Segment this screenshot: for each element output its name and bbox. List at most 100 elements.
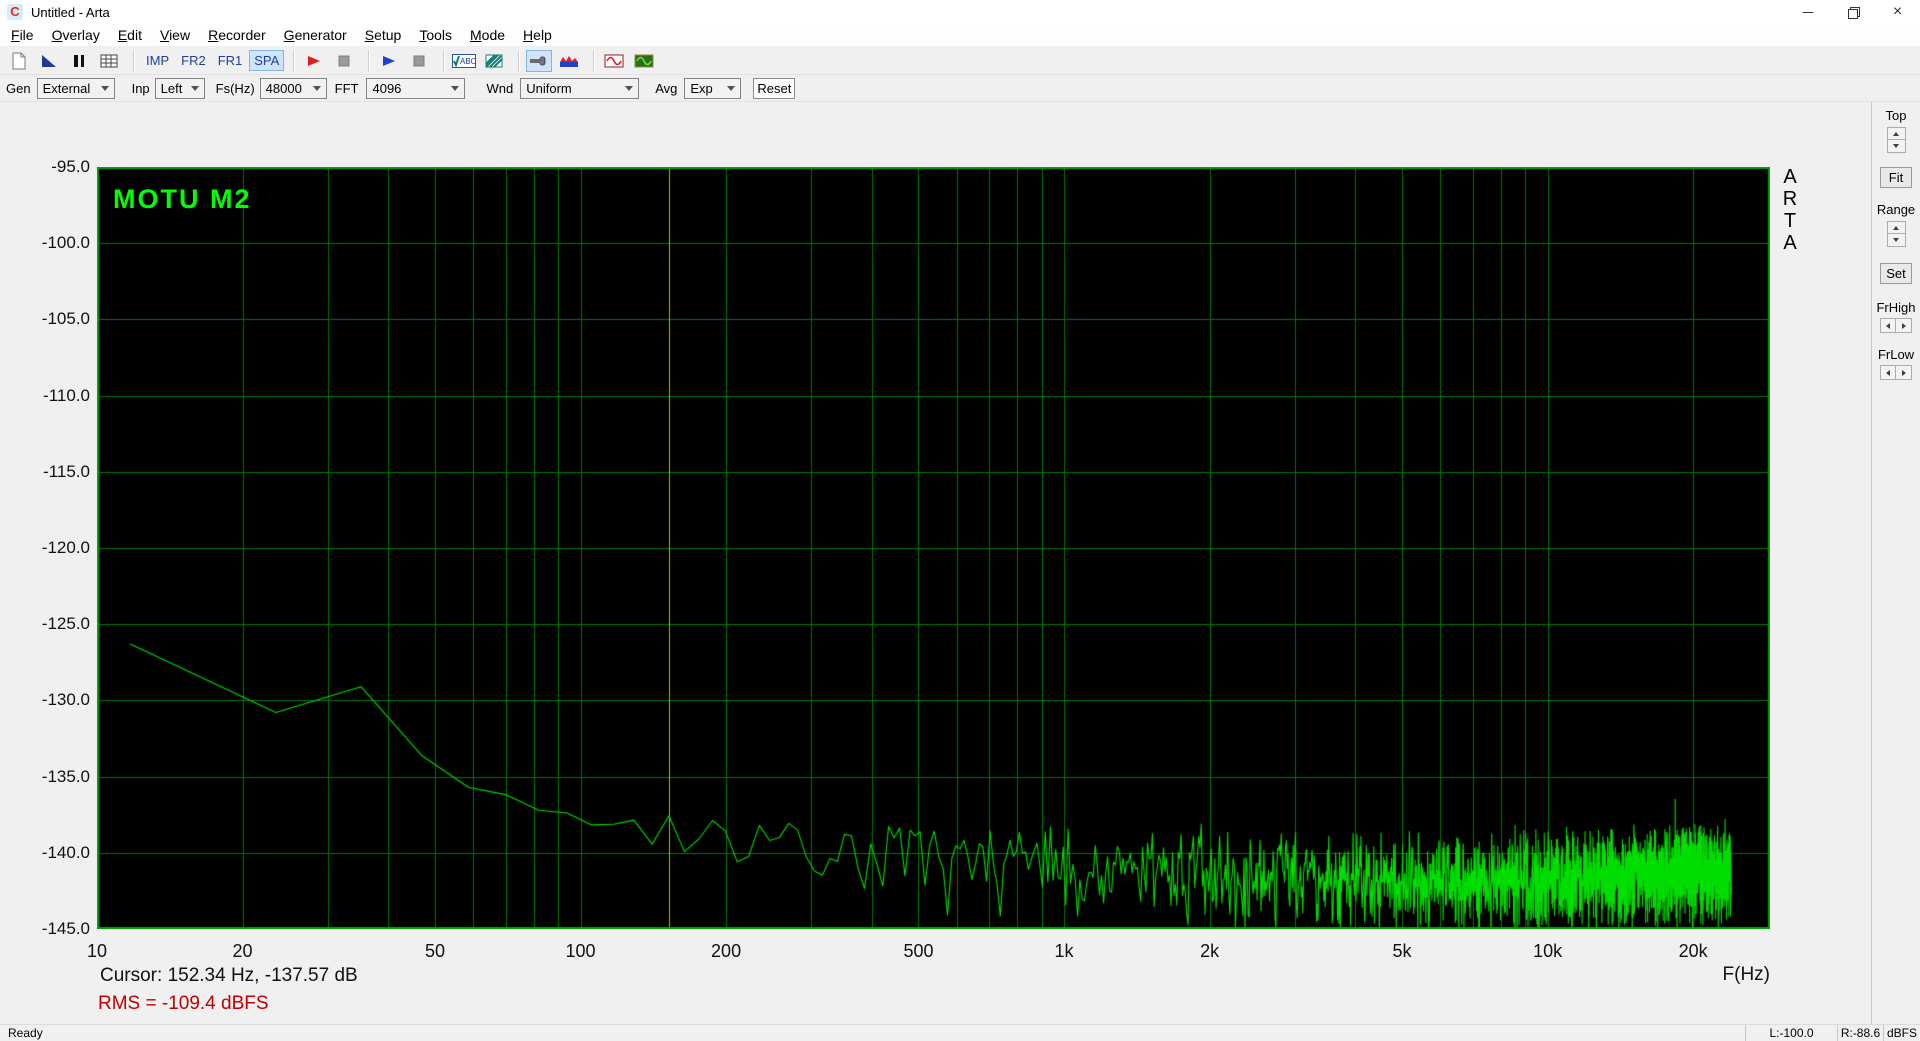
menu-item-recorder[interactable]: Recorder (208, 27, 266, 43)
unit-indicator: dBFS (1883, 1025, 1920, 1041)
menu-bar: File Overlay Edit View Recorder Generator Setu… (0, 24, 1920, 47)
input-channel-select[interactable]: Left (154, 77, 205, 99)
spectrum-plot[interactable] (97, 167, 1770, 929)
new-file-button[interactable] (6, 50, 32, 72)
frhigh-right-button[interactable] (1896, 318, 1912, 333)
y-tick-label: -100.0 (41, 233, 90, 253)
frhigh-left-button[interactable] (1880, 318, 1896, 333)
calibrate-button[interactable]: ABC (451, 50, 477, 72)
generator-select[interactable]: External (36, 77, 115, 99)
fft-size-select[interactable]: 4096 (366, 77, 466, 99)
x-tick-label: 500 (903, 941, 934, 961)
microphone-input-button[interactable] (526, 49, 553, 72)
menu-item-generator[interactable]: Generator (283, 27, 347, 43)
fr2-mode-button[interactable]: FR2 (181, 53, 206, 68)
table-view-button[interactable] (96, 50, 122, 72)
toolbar-separator (368, 49, 370, 72)
fr1-mode-button[interactable]: FR1 (217, 53, 243, 68)
frlow-left-button[interactable] (1880, 365, 1896, 380)
spectrum-analyzer-button[interactable] (631, 50, 657, 72)
cursor-readout: Cursor: 152.34 Hz, -137.57 dB (100, 965, 358, 986)
minimize-icon (1802, 11, 1813, 13)
red-play-icon (308, 55, 321, 66)
arta-letter: A (1783, 232, 1797, 254)
menu-item-mode[interactable]: Mode (470, 27, 506, 43)
frhigh-spinner[interactable] (1880, 318, 1912, 333)
frhigh-label: FrHigh (1876, 300, 1916, 315)
right-level-indicator: R:-88.6 (1837, 1025, 1883, 1041)
play-stop-button[interactable] (406, 50, 432, 72)
reset-button[interactable]: Reset (753, 77, 796, 99)
top-up-button[interactable] (1886, 127, 1906, 140)
range-down-button[interactable] (1886, 234, 1906, 247)
microphone-icon (530, 56, 546, 65)
scale-tool-button[interactable] (36, 50, 62, 72)
chevron-down-icon (190, 85, 199, 91)
gray-stop-icon (338, 55, 350, 66)
close-button[interactable]: × (1875, 0, 1920, 24)
x-tick-label: 50 (424, 941, 445, 961)
menu-item-tools[interactable]: Tools (419, 27, 452, 43)
top-down-button[interactable] (1886, 140, 1906, 153)
x-tick-label: 20k (1678, 941, 1708, 961)
toolbar-separator (593, 49, 595, 72)
pause-button[interactable] (66, 50, 92, 72)
range-spinner[interactable] (1886, 221, 1906, 247)
menu-item-view[interactable]: View (159, 27, 191, 43)
arta-letter: A (1783, 166, 1797, 188)
play-button[interactable] (376, 50, 402, 72)
sample-rate-select[interactable]: 48000 (259, 77, 327, 99)
restore-button[interactable] (1830, 0, 1875, 24)
menu-item-overlay[interactable]: Overlay (51, 27, 100, 43)
side-panel: Top Fit Range Set FrHigh FrLow (1871, 102, 1920, 1024)
record-stop-button[interactable] (331, 50, 357, 72)
menu-item-file[interactable]: File (11, 27, 34, 43)
record-button[interactable] (301, 50, 327, 72)
signal-generator-button[interactable] (601, 50, 627, 72)
x-tick-label: 5k (1392, 941, 1412, 961)
window-title: Untitled - Arta (31, 4, 110, 20)
set-button[interactable]: Set (1880, 263, 1912, 284)
chevron-down-icon (100, 85, 109, 91)
y-tick-label: -120.0 (41, 538, 90, 557)
x-tick-label: 10 (86, 941, 108, 961)
menu-item-help[interactable]: Help (523, 27, 552, 43)
range-up-button[interactable] (1886, 221, 1906, 234)
arrow-up-icon (1893, 225, 1899, 230)
svg-text:ABC: ABC (460, 57, 476, 66)
arta-letter: R (1782, 188, 1798, 210)
gen-label: Gen (6, 80, 31, 96)
chevron-down-icon (312, 85, 321, 91)
arrow-down-icon (1893, 238, 1899, 242)
menu-item-setup[interactable]: Setup (364, 27, 402, 43)
y-tick-label: -135.0 (41, 766, 90, 786)
red-sine-icon (604, 54, 624, 67)
shading-button[interactable] (481, 50, 507, 72)
green-sine-icon (634, 54, 654, 67)
window-function-select[interactable]: Uniform (520, 77, 640, 99)
menu-item-edit[interactable]: Edit (117, 27, 142, 43)
frlow-label: FrLow (1877, 347, 1915, 362)
waveform-view-button[interactable] (556, 50, 582, 72)
x-tick-label: 20 (232, 941, 253, 961)
new-file-icon (12, 52, 26, 69)
frlow-right-button[interactable] (1896, 365, 1912, 380)
top-spinner[interactable] (1886, 127, 1906, 153)
averaging-select[interactable]: Exp (684, 77, 742, 99)
imp-mode-button[interactable]: IMP (146, 53, 170, 68)
wnd-label: Wnd (486, 80, 514, 96)
spa-mode-button[interactable]: SPA (249, 50, 285, 71)
chevron-down-icon (451, 85, 460, 91)
arrow-left-icon (1886, 369, 1890, 376)
blue-triangle-icon (42, 54, 56, 67)
fit-button[interactable]: Fit (1880, 167, 1912, 188)
toolbar-separator (133, 49, 134, 72)
y-tick-label: -110.0 (43, 385, 90, 405)
restore-icon (1847, 7, 1860, 19)
frlow-spinner[interactable] (1880, 365, 1912, 380)
arrow-right-icon (1901, 322, 1906, 329)
left-level-indicator: L:-100.0 (1745, 1025, 1837, 1041)
y-tick-label: -140.0 (41, 842, 90, 862)
minimize-button[interactable] (1785, 0, 1830, 24)
